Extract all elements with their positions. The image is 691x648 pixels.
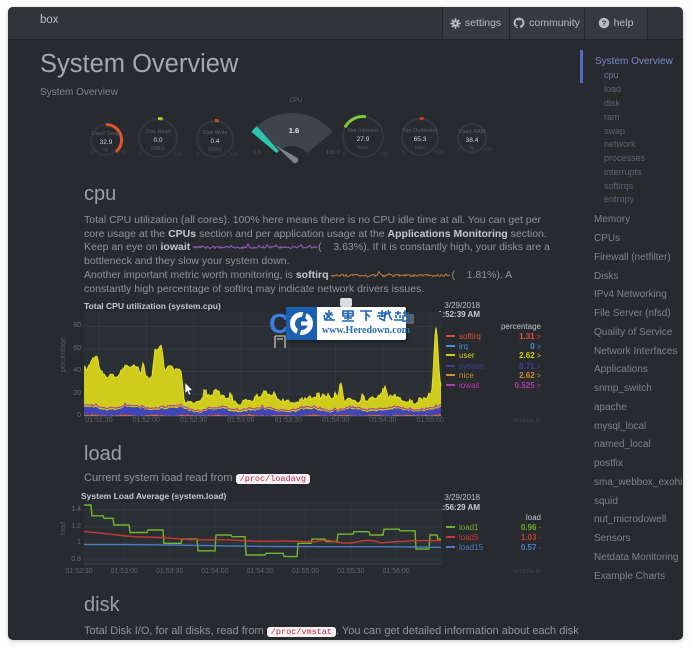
svg-text:?: ? [601,19,606,28]
